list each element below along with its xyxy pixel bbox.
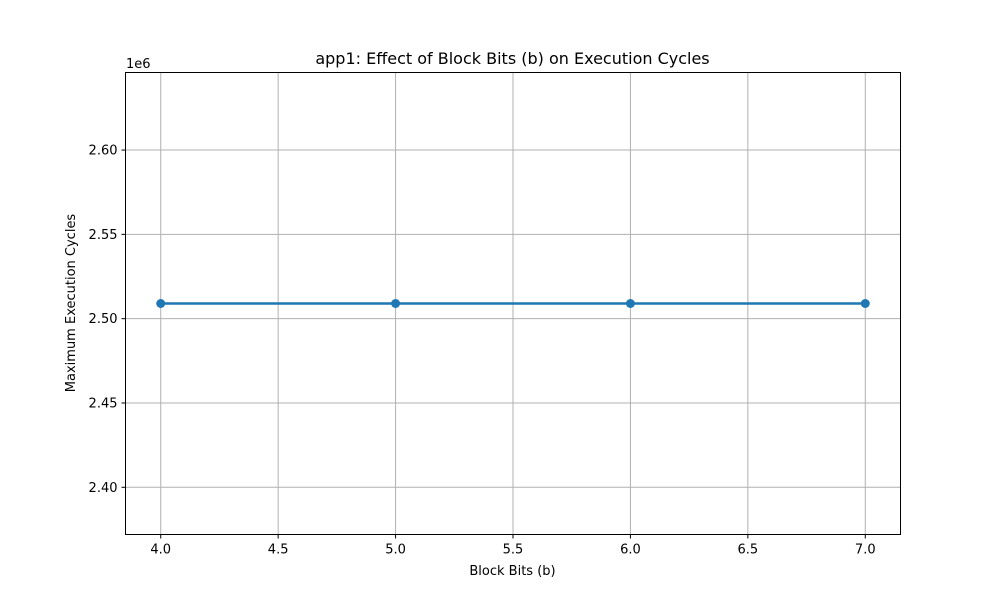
x-tick-label: 5.0 xyxy=(385,543,406,558)
plot-frame xyxy=(125,72,901,535)
y-tick-label: 2.60 xyxy=(89,144,118,159)
data-point xyxy=(156,299,166,308)
y-axis-label: Maximum Execution Cycles xyxy=(64,214,79,393)
y-tick-label: 2.50 xyxy=(89,312,118,327)
y-offset-label: 1e6 xyxy=(126,57,151,72)
y-tick-label: 2.45 xyxy=(89,396,118,411)
y-tick-label: 2.55 xyxy=(89,228,118,243)
x-tick-label: 5.5 xyxy=(503,543,524,558)
series-layer xyxy=(156,299,870,308)
y-tick-label: 2.40 xyxy=(89,481,118,496)
data-point xyxy=(860,299,870,308)
x-tick-label: 4.5 xyxy=(268,543,289,558)
data-point xyxy=(625,299,635,308)
x-tick-label: 4.0 xyxy=(150,543,171,558)
data-point xyxy=(391,299,401,308)
axis-ticks: 4.0 4.5 5.0 5.5 6.0 6.5 7.0 2.40 2.45 2.50 2.55 2.6… xyxy=(89,144,876,558)
chart-title: app1: Effect of Block Bits (b) on Execut… xyxy=(315,49,709,68)
x-tick-label: 6.5 xyxy=(738,543,759,558)
x-tick-label: 6.0 xyxy=(620,543,641,558)
x-axis-label: Block Bits (b) xyxy=(469,564,555,579)
x-tick-label: 7.0 xyxy=(855,543,876,558)
